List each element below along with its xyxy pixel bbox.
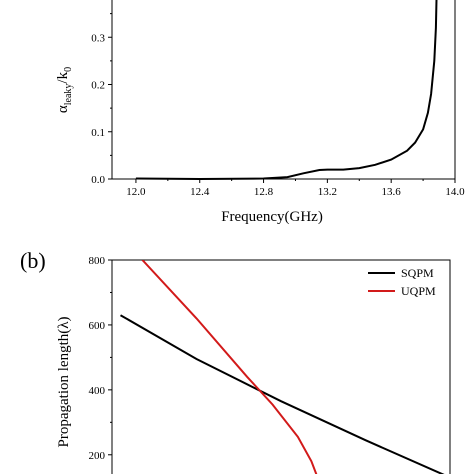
panel-a-y-axis-label: αleaky/k0 (55, 67, 74, 113)
panel-b-legend: SQPM UQPM (368, 266, 436, 298)
panel-a-x-axis-label: Frequency(GHz) (221, 209, 323, 225)
legend-label-uqpm: UQPM (401, 284, 436, 298)
ylabel-slash-k: /k (55, 71, 71, 83)
x-tick-label: 12.8 (254, 186, 274, 198)
series-uqpm-line (141, 260, 318, 474)
y-tick-label: 400 (89, 385, 106, 397)
y-tick-label: 0.2 (91, 80, 105, 92)
ylabel-alpha: α (55, 105, 71, 113)
x-tick-label: 14.0 (445, 186, 465, 198)
panel-b-plot-frame (111, 259, 451, 474)
alpha-leaky-curve (135, 0, 438, 181)
y-tick-label: 0.3 (91, 32, 105, 44)
x-tick-label: 12.4 (190, 186, 210, 198)
y-tick-label: 800 (89, 255, 106, 267)
ylabel-leaky-subscript: leaky (63, 84, 74, 106)
legend-label-sqpm: SQPM (401, 266, 434, 280)
panel-a: αleaky/k0 Frequency(GHz) 12.0 12.4 12.8 13.… (55, 0, 465, 225)
y-tick-label: 0.1 (91, 127, 105, 139)
panel-b: (b) Propagation length(λ) SQPM UQPM 200 40… (20, 248, 451, 474)
y-tick-label: 200 (89, 450, 106, 462)
x-tick-label: 13.6 (382, 186, 402, 198)
x-tick-label: 13.2 (318, 186, 337, 198)
panel-b-y-axis-label: Propagation length(λ) (56, 317, 72, 448)
x-tick-label: 12.0 (126, 186, 146, 198)
svg-text:αleaky/k0: αleaky/k0 (55, 67, 74, 113)
panel-b-label: (b) (20, 248, 46, 273)
y-tick-label: 0.0 (91, 174, 105, 186)
y-tick-label: 600 (89, 320, 106, 332)
series-sqpm-line (120, 314, 445, 474)
ylabel-zero-subscript: 0 (63, 67, 74, 72)
